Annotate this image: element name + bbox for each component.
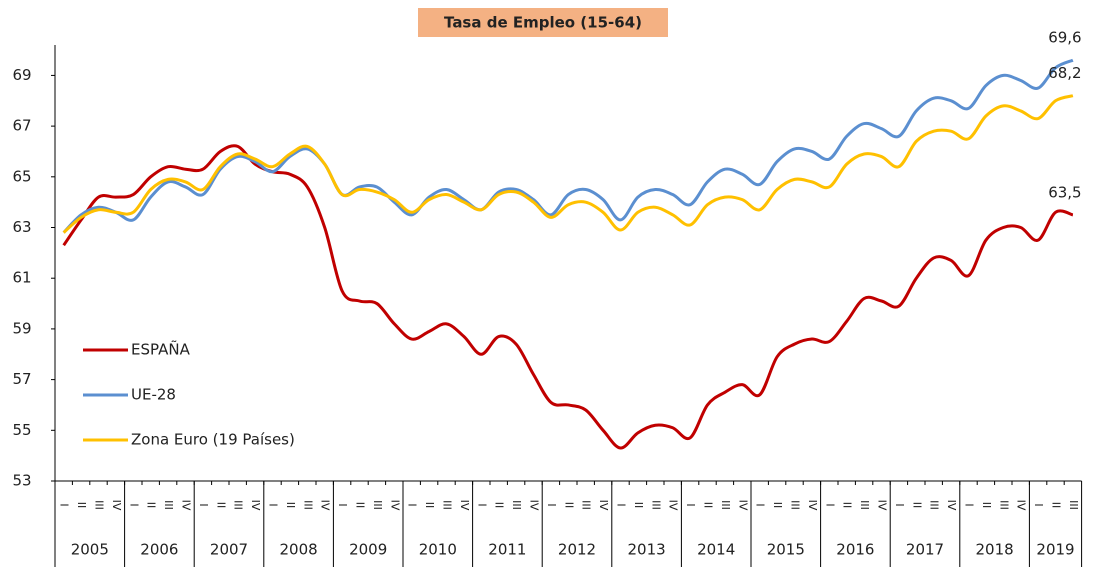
x-tick-label: III xyxy=(510,500,523,510)
x-tick-label: IV xyxy=(319,500,332,511)
x-tick-label: III xyxy=(301,500,314,510)
year-label: 2005 xyxy=(71,541,109,559)
year-label: 2015 xyxy=(767,541,805,559)
x-tick-label: III xyxy=(93,500,106,510)
legend-label: ESPAÑA xyxy=(131,340,191,359)
x-tick-label: I xyxy=(893,503,906,506)
legend-label: Zona Euro (19 Países) xyxy=(131,431,295,449)
x-tick-label: II xyxy=(562,502,575,509)
x-tick-label: I xyxy=(684,503,697,506)
x-tick-label: II xyxy=(910,502,923,509)
x-tick-label: I xyxy=(823,503,836,506)
y-tick-label: 57 xyxy=(12,370,31,388)
x-tick-label: I xyxy=(1032,503,1045,506)
data-label: 68,2 xyxy=(1048,64,1081,82)
x-tick-label: II xyxy=(493,502,506,509)
y-tick-label: 63 xyxy=(12,218,31,236)
x-tick-label: II xyxy=(1050,502,1063,509)
x-tick-label: I xyxy=(127,503,140,506)
series-line xyxy=(62,144,1074,450)
year-label: 2014 xyxy=(697,541,735,559)
x-tick-label: IV xyxy=(736,500,749,511)
data-label: 69,6 xyxy=(1048,29,1081,47)
x-tick-label: IV xyxy=(180,500,193,511)
y-tick-label: 69 xyxy=(12,66,31,84)
year-label: 2019 xyxy=(1036,541,1074,559)
x-tick-label: I xyxy=(754,503,767,506)
year-label: 2018 xyxy=(976,541,1014,559)
x-tick-label: II xyxy=(423,502,436,509)
legend-label: UE-28 xyxy=(131,386,176,404)
x-tick-label: III xyxy=(928,500,941,510)
year-label: 2007 xyxy=(210,541,248,559)
x-tick-label: I xyxy=(197,503,210,506)
y-tick-label: 53 xyxy=(12,472,31,490)
year-label: 2009 xyxy=(349,541,387,559)
x-tick-label: IV xyxy=(876,500,889,511)
y-tick-label: 59 xyxy=(12,319,31,337)
series-line xyxy=(62,58,1074,234)
year-label: 2006 xyxy=(140,541,178,559)
x-tick-label: III xyxy=(232,500,245,510)
x-tick-label: III xyxy=(649,500,662,510)
x-tick-label: IV xyxy=(458,500,471,511)
x-tick-label: III xyxy=(162,500,175,510)
x-tick-label: I xyxy=(475,503,488,506)
x-tick-label: IV xyxy=(806,500,819,511)
x-tick-label: IV xyxy=(528,500,541,511)
data-label: 63,5 xyxy=(1048,183,1081,201)
x-tick-label: IV xyxy=(249,500,262,511)
x-tick-label: I xyxy=(406,503,419,506)
x-tick-label: I xyxy=(963,503,976,506)
x-tick-label: III xyxy=(580,500,593,510)
x-tick-label: I xyxy=(545,503,558,506)
x-tick-label: I xyxy=(58,503,71,506)
x-tick-label: II xyxy=(145,502,158,509)
x-tick-label: II xyxy=(702,502,715,509)
year-label: 2016 xyxy=(836,541,874,559)
x-tick-label: IV xyxy=(597,500,610,511)
series-line xyxy=(62,94,1074,234)
y-tick-label: 61 xyxy=(12,269,31,287)
x-tick-label: IV xyxy=(388,500,401,511)
x-tick-label: III xyxy=(858,500,871,510)
year-label: 2010 xyxy=(419,541,457,559)
x-tick-label: I xyxy=(615,503,628,506)
x-tick-label: II xyxy=(771,502,784,509)
x-tick-label: II xyxy=(284,502,297,509)
x-tick-label: IV xyxy=(110,500,123,511)
chart-title: Tasa de Empleo (15-64) xyxy=(444,14,642,32)
x-tick-label: III xyxy=(719,500,732,510)
year-label: 2017 xyxy=(906,541,944,559)
y-tick-label: 65 xyxy=(12,167,31,185)
x-tick-label: II xyxy=(354,502,367,509)
y-tick-label: 55 xyxy=(12,421,31,439)
x-tick-label: I xyxy=(267,503,280,506)
year-label: 2011 xyxy=(488,541,526,559)
x-tick-label: II xyxy=(214,502,227,509)
x-tick-label: II xyxy=(632,502,645,509)
x-tick-label: III xyxy=(371,500,384,510)
x-tick-label: III xyxy=(789,500,802,510)
title-box xyxy=(418,8,668,37)
x-tick-label: III xyxy=(997,500,1010,510)
x-tick-label: I xyxy=(336,503,349,506)
x-tick-label: II xyxy=(980,502,993,509)
x-tick-label: III xyxy=(441,500,454,510)
x-tick-label: IV xyxy=(945,500,958,511)
x-tick-label: II xyxy=(75,502,88,509)
year-label: 2008 xyxy=(280,541,318,559)
x-tick-label: III xyxy=(1067,500,1080,510)
year-label: 2013 xyxy=(628,541,666,559)
y-tick-label: 67 xyxy=(12,117,31,135)
x-tick-label: II xyxy=(841,502,854,509)
x-tick-label: IV xyxy=(667,500,680,511)
x-tick-label: IV xyxy=(1015,500,1028,511)
year-label: 2012 xyxy=(558,541,596,559)
